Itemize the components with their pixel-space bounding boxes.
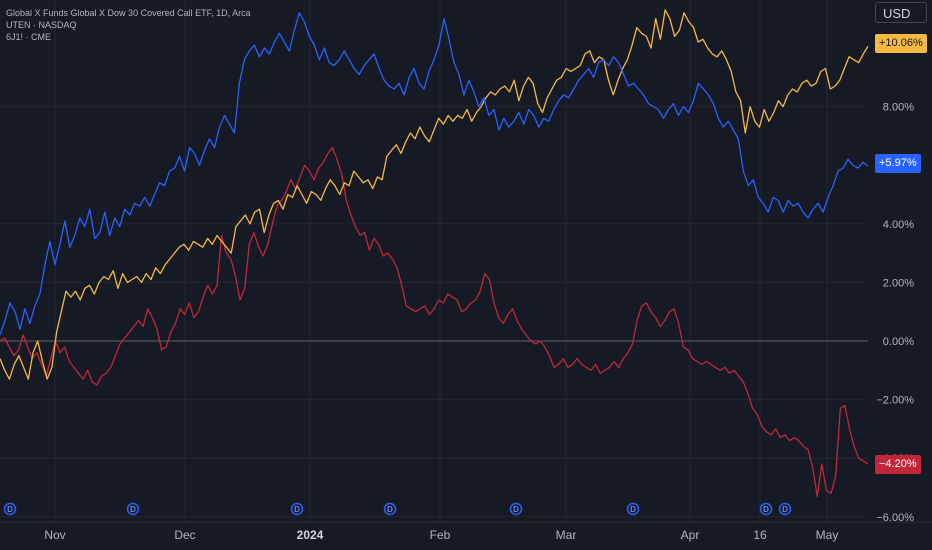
dividend-icon[interactable]: D: [290, 502, 304, 516]
x-tick-label: Apr: [681, 528, 700, 542]
legend-compare-symbol-6j1[interactable]: 6J1! · CME: [6, 32, 52, 42]
x-tick-label: May: [816, 528, 839, 542]
y-tick-label: 4.00%: [883, 219, 914, 231]
dividend-icon[interactable]: D: [126, 502, 140, 516]
svg-text:D: D: [782, 505, 788, 514]
last-value-label-global-x-dow-30: +10.06%: [875, 34, 927, 53]
x-tick-label: Nov: [44, 528, 65, 542]
dividend-icon[interactable]: D: [3, 502, 17, 516]
y-tick-label: −6.00%: [876, 512, 914, 524]
x-tick-label: 16: [753, 528, 767, 542]
chart-legend: Global X Funds Global X Dow 30 Covered C…: [6, 7, 251, 43]
legend-main-symbol[interactable]: Global X Funds Global X Dow 30 Covered C…: [6, 8, 251, 18]
x-tick-label: Mar: [556, 528, 577, 542]
dividend-icon[interactable]: D: [383, 502, 397, 516]
legend-compare-symbol-uten[interactable]: UTEN · NASDAQ: [6, 20, 77, 30]
svg-text:D: D: [7, 505, 13, 514]
series-line-0[interactable]: [0, 9, 869, 380]
y-tick-label: −2.00%: [876, 395, 914, 407]
dividend-icon[interactable]: D: [759, 502, 773, 516]
grid-lines: [0, 0, 868, 522]
svg-text:D: D: [294, 505, 300, 514]
svg-text:D: D: [130, 505, 136, 514]
svg-text:D: D: [630, 505, 636, 514]
dividend-icon[interactable]: D: [626, 502, 640, 516]
x-tick-label: Feb: [430, 528, 451, 542]
last-value-label-uten: +5.97%: [875, 154, 921, 173]
currency-button[interactable]: USD: [875, 2, 927, 23]
series-line-2[interactable]: [0, 146, 869, 497]
y-tick-label: 2.00%: [883, 277, 914, 289]
last-value-label-6j1: −4.20%: [875, 455, 921, 474]
y-tick-label: 0.00%: [883, 336, 914, 348]
svg-text:D: D: [513, 505, 519, 514]
y-tick-label: 8.00%: [883, 102, 914, 114]
dividend-icon[interactable]: D: [778, 502, 792, 516]
x-axis: Nov Dec 2024 Feb Mar Apr 16 May: [0, 521, 932, 542]
dividend-icon[interactable]: D: [509, 502, 523, 516]
series-line-1[interactable]: [0, 12, 869, 336]
svg-text:D: D: [763, 505, 769, 514]
series-layer: [0, 9, 869, 497]
svg-text:D: D: [387, 505, 393, 514]
x-tick-label: Dec: [174, 528, 195, 542]
x-tick-label: 2024: [297, 528, 324, 542]
